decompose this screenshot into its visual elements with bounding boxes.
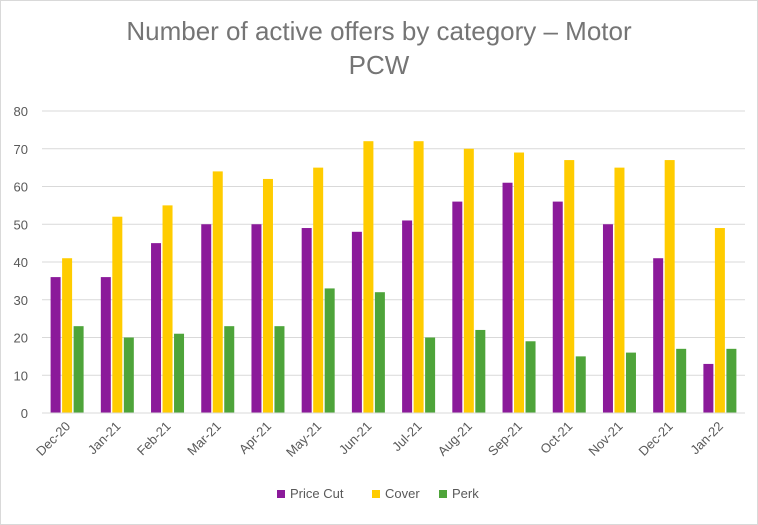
y-tick-label: 10 [14, 368, 28, 383]
legend-item: Perk [439, 486, 479, 501]
x-tick-label: Dec-20 [33, 419, 73, 459]
series-price-cut [50, 182, 714, 413]
legend-item: Price Cut [277, 486, 344, 501]
bar [714, 228, 725, 413]
series-perk [73, 288, 737, 413]
bar [123, 337, 134, 413]
bar [301, 228, 312, 413]
x-tick-label: Nov-21 [585, 419, 625, 459]
series-cover [62, 141, 725, 413]
bar [100, 277, 111, 413]
bar [625, 352, 636, 413]
bar [212, 171, 223, 413]
y-axis-tick-labels: 0 10 20 30 40 50 60 70 80 [14, 104, 28, 421]
bar [151, 243, 162, 413]
bar [614, 167, 625, 413]
x-tick-label: Jul-21 [389, 419, 425, 455]
legend-label: Price Cut [290, 486, 344, 501]
bar [514, 152, 525, 413]
x-tick-label: Jan-22 [687, 419, 726, 458]
y-tick-label: 70 [14, 142, 28, 157]
bar [274, 326, 285, 413]
bar [162, 205, 173, 413]
gridlines [42, 110, 745, 376]
y-tick-label: 80 [14, 104, 28, 119]
bar [201, 224, 212, 413]
legend-swatch [439, 490, 447, 498]
bar [703, 363, 714, 413]
bar [174, 333, 185, 413]
x-tick-label: Jun-21 [336, 419, 375, 458]
legend-label: Cover [385, 486, 420, 501]
bar [463, 148, 474, 413]
legend-item: Cover [372, 486, 420, 501]
bar [351, 231, 362, 413]
bar [502, 182, 513, 413]
bar [602, 224, 613, 413]
x-tick-label: Mar-21 [184, 419, 224, 459]
chart-title-line-1: Number of active offers by category – Mo… [126, 16, 632, 46]
bar [653, 258, 664, 413]
x-tick-label: Dec-21 [636, 419, 676, 459]
bar [363, 141, 374, 413]
bar [452, 201, 463, 413]
bar [676, 348, 687, 413]
bar [575, 356, 586, 413]
legend: Price Cut Cover Perk [277, 486, 479, 501]
legend-swatch [277, 490, 285, 498]
bar [112, 216, 123, 413]
bar-series [50, 141, 737, 413]
x-tick-label: Feb-21 [134, 419, 174, 459]
x-tick-label: Apr-21 [236, 419, 274, 457]
y-tick-label: 30 [14, 293, 28, 308]
chart-title: Number of active offers by category – Mo… [0, 14, 758, 82]
bar [564, 160, 575, 413]
y-tick-label: 50 [14, 217, 28, 232]
chart-title-line-2: PCW [348, 50, 410, 80]
bar [50, 277, 61, 413]
x-tick-label: Oct-21 [537, 419, 575, 457]
x-tick-label: Jan-21 [85, 419, 124, 458]
bar [313, 167, 324, 413]
bar [402, 220, 413, 413]
legend-swatch [372, 490, 380, 498]
bar [413, 141, 424, 413]
bar [552, 201, 563, 413]
legend-label: Perk [452, 486, 479, 501]
x-axis-tick-labels: Dec-20 Jan-21 Feb-21 Mar-21 Apr-21 May-21 Jun-… [33, 419, 726, 460]
x-tick-label: Aug-21 [435, 419, 475, 459]
bar [324, 288, 335, 413]
y-tick-label: 60 [14, 180, 28, 195]
y-tick-label: 20 [14, 331, 28, 346]
bar [425, 337, 436, 413]
y-tick-label: 0 [21, 406, 28, 421]
bar [664, 160, 675, 413]
bar [224, 326, 235, 413]
x-tick-label: May-21 [283, 419, 324, 460]
bar [726, 348, 737, 413]
bar [475, 329, 486, 413]
bar [374, 292, 385, 413]
x-tick-label: Sep-21 [485, 419, 525, 459]
bar [262, 178, 273, 413]
bar [73, 326, 84, 413]
bar [251, 224, 262, 413]
y-tick-label: 40 [14, 255, 28, 270]
bar [525, 341, 536, 413]
bar [62, 258, 73, 413]
